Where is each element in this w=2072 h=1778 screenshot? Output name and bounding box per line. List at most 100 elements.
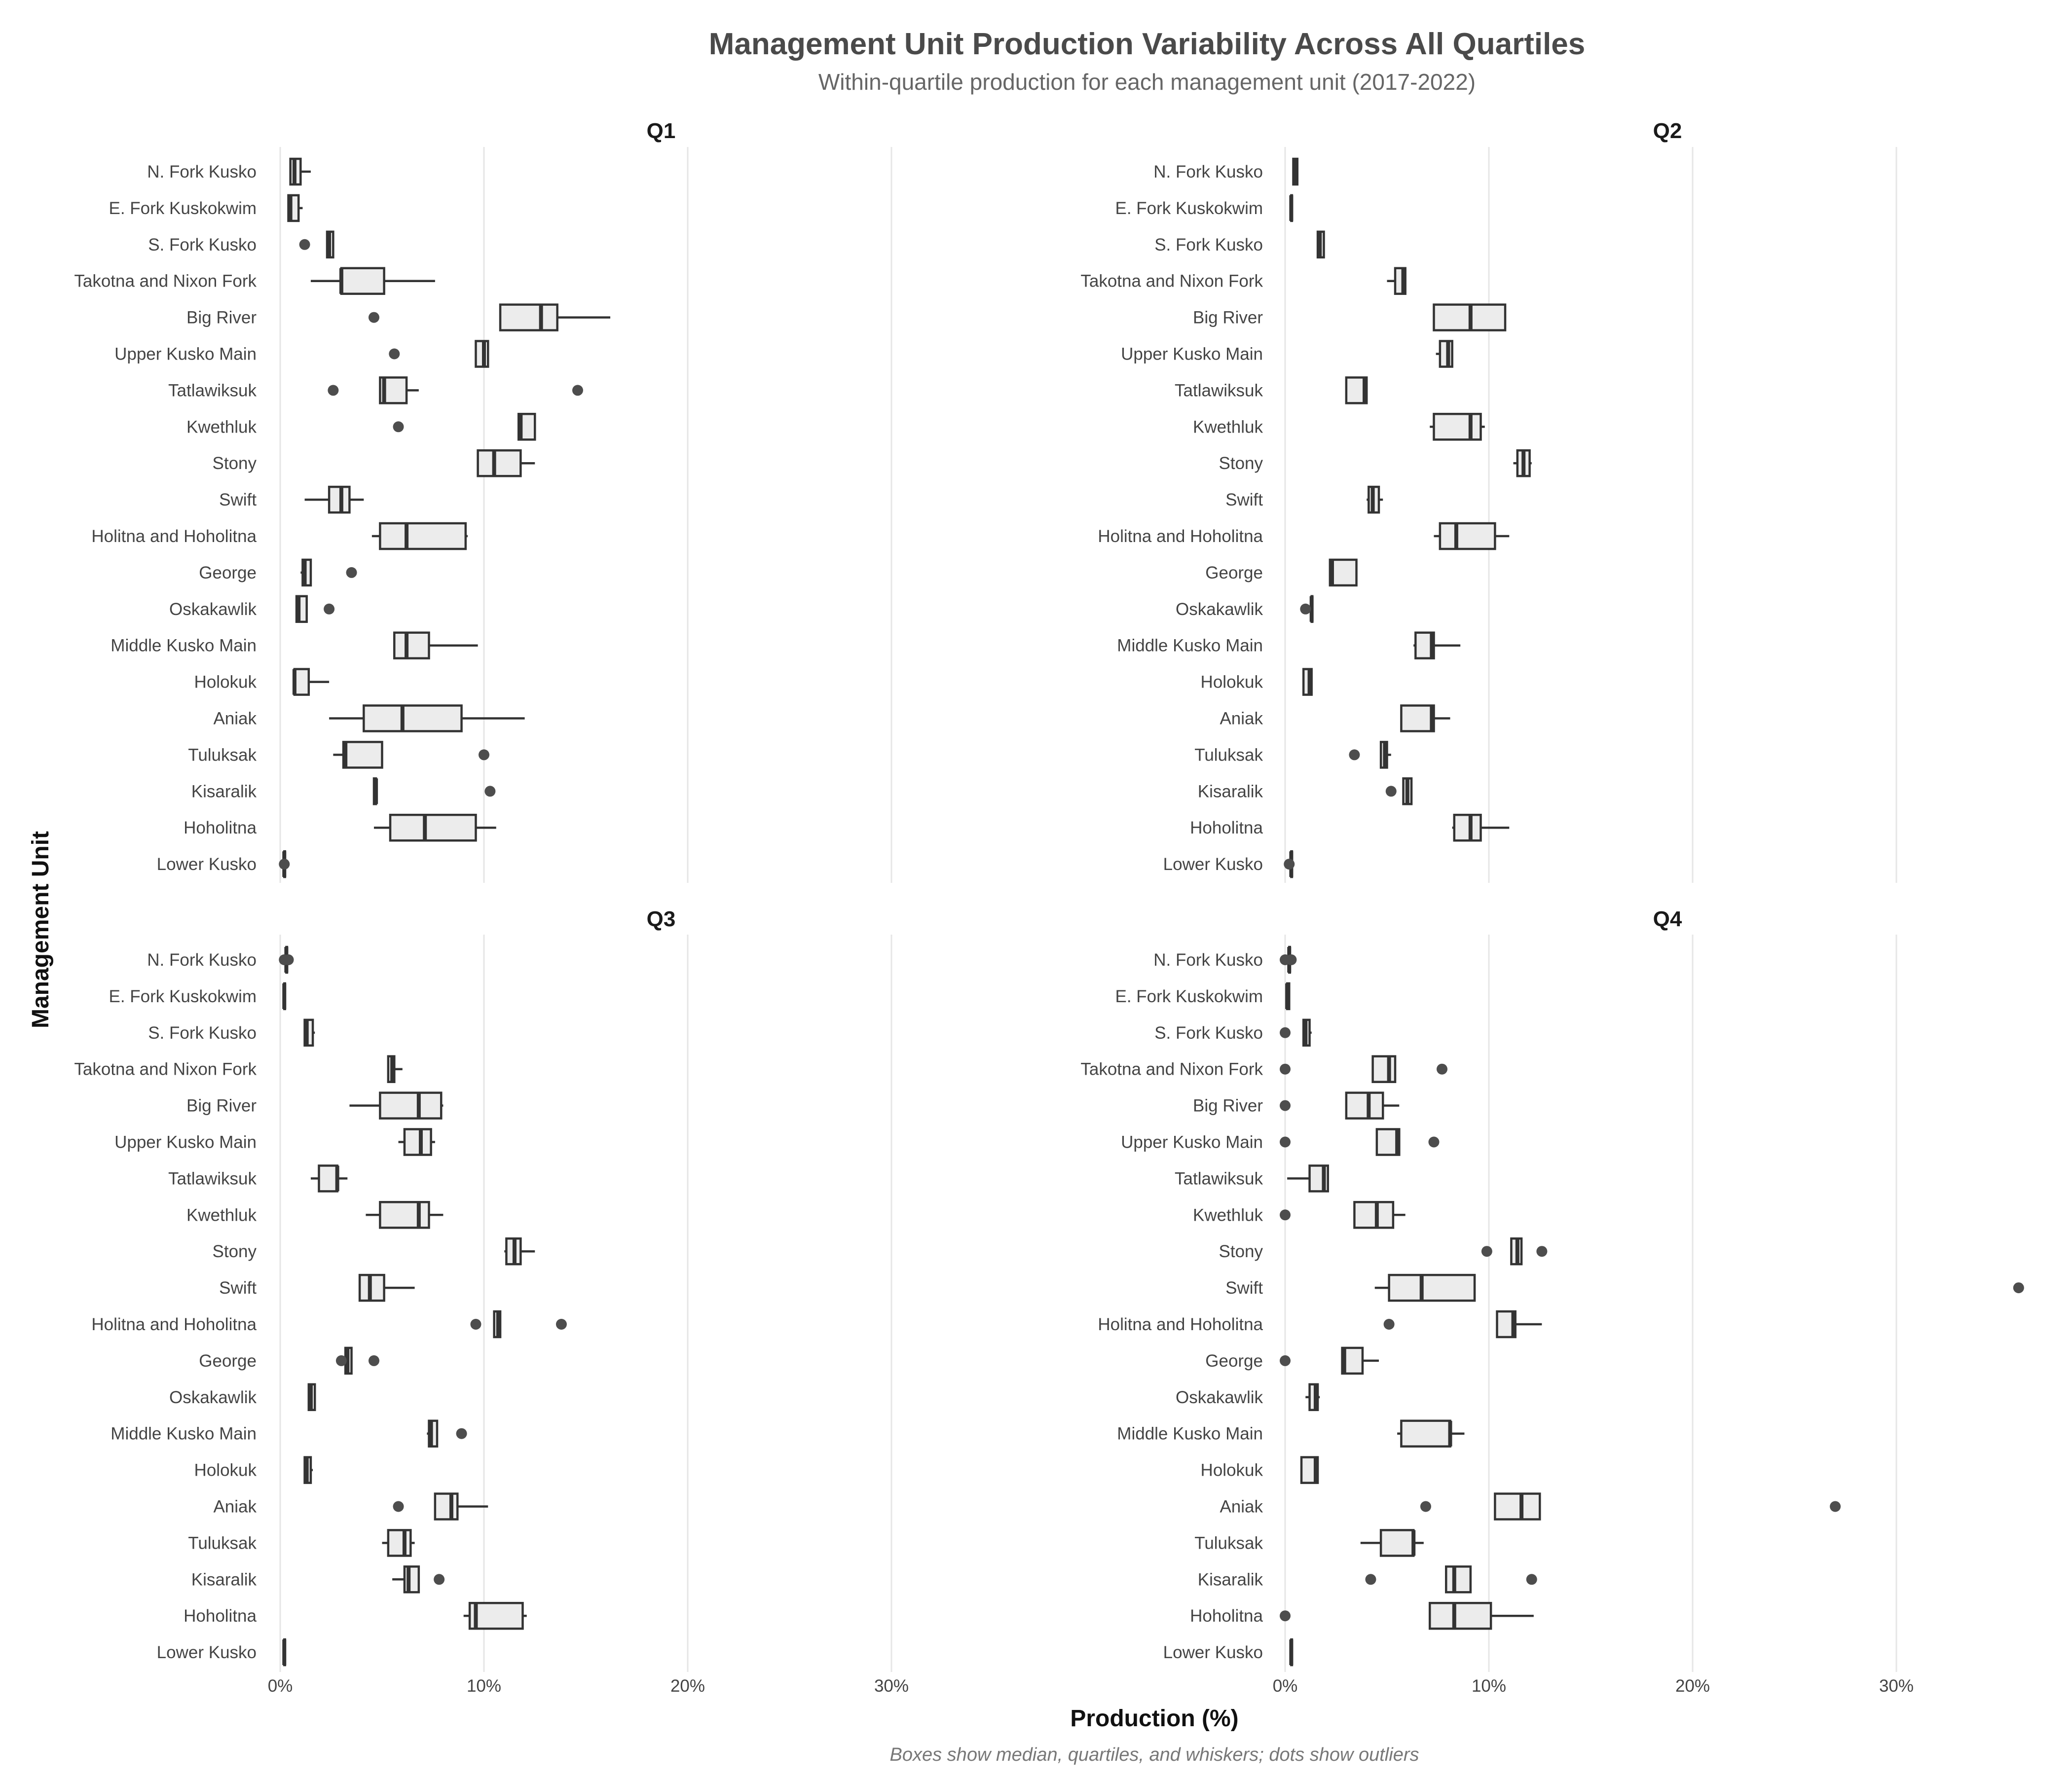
boxplot-q3 <box>303 1456 313 1484</box>
x-tick-label: 20% <box>1675 1676 1710 1696</box>
panel-title: Q1 <box>647 119 676 143</box>
boxplot-q4 <box>1305 1383 1320 1412</box>
boxplot-q4 <box>1365 1565 1537 1594</box>
boxplot-q2 <box>1289 194 1294 222</box>
category-label: N. Fork Kusko <box>147 162 257 181</box>
outlier-point <box>1300 603 1311 615</box>
boxplot-q1 <box>292 668 330 696</box>
boxplot-q4 <box>1287 1164 1329 1193</box>
category-label: Takotna and Nixon Fork <box>74 272 257 291</box>
outlier-point <box>1385 786 1397 797</box>
category-label: Kisaralik <box>1198 1570 1263 1589</box>
category-label: Upper Kusko Main <box>114 345 257 364</box>
outlier-point <box>1280 1136 1291 1148</box>
boxplot-q2 <box>1300 595 1314 623</box>
category-label: George <box>199 1351 257 1371</box>
category-label: Lower Kusko <box>1163 1643 1263 1662</box>
iqr-box <box>475 340 489 368</box>
boxplot-q3 <box>392 1565 445 1594</box>
iqr-box <box>403 1128 432 1156</box>
category-label: Tatlawiksuk <box>1175 381 1263 400</box>
boxplot-q2 <box>1349 741 1391 769</box>
boxplot-q1 <box>299 230 334 259</box>
category-label: Aniak <box>1220 709 1263 728</box>
outlier-point <box>1280 1610 1291 1622</box>
outlier-point <box>368 1355 379 1366</box>
iqr-box <box>1371 1055 1397 1083</box>
iqr-box <box>1400 1419 1451 1448</box>
outlier-point <box>1830 1501 1841 1512</box>
outlier-point <box>1383 1319 1395 1330</box>
x-axis-title: Production (%) <box>1070 1705 1238 1732</box>
iqr-box <box>1345 1091 1384 1120</box>
boxplot-q4 <box>1420 1492 1841 1521</box>
panel-q1: Q1 N. Fork Kusko E. Fork Kuskokwim S. Fork … <box>74 119 892 883</box>
category-label: Big River <box>186 308 257 327</box>
boxplot-q1 <box>477 449 535 477</box>
outlier-point <box>283 954 294 965</box>
boxplot-q1 <box>372 777 496 805</box>
x-tick-label: 20% <box>670 1676 705 1696</box>
outlier-point <box>324 603 335 615</box>
outlier-point <box>1481 1246 1492 1257</box>
outlier-point <box>1286 954 1297 965</box>
boxplot-q3 <box>382 1529 415 1557</box>
category-label: Takotna and Nixon Fork <box>1080 272 1263 291</box>
outlier-point <box>1536 1246 1548 1257</box>
category-label: Big River <box>1193 308 1263 327</box>
iqr-box <box>318 1164 338 1193</box>
category-label: Oskakawlik <box>1176 1388 1263 1407</box>
category-label: Aniak <box>213 1497 257 1517</box>
boxplot-q2 <box>1513 449 1532 477</box>
outlier-point <box>2013 1282 2024 1294</box>
panels-group: Q1 N. Fork Kusko E. Fork Kuskokwim S. Fork … <box>74 119 2024 1696</box>
outlier-point <box>1280 1209 1291 1221</box>
category-label: Stony <box>213 454 257 473</box>
category-label: Middle Kusko Main <box>111 1424 257 1444</box>
boxplot-q1 <box>368 303 611 331</box>
iqr-box <box>379 522 467 550</box>
outlier-point <box>1365 1574 1376 1585</box>
boxplot-q3 <box>279 945 294 974</box>
category-label: Tatlawiksuk <box>168 1169 257 1188</box>
category-label: Kisaralik <box>1198 782 1263 801</box>
boxplot-q4 <box>1280 1346 1379 1375</box>
x-tick-label: 30% <box>1879 1676 1914 1696</box>
boxplot-q4 <box>1397 1419 1465 1448</box>
category-label: Aniak <box>1220 1497 1263 1517</box>
category-label: Holokuk <box>194 673 257 692</box>
boxplot-q1 <box>373 813 496 842</box>
category-label: Lower Kusko <box>157 1643 257 1662</box>
category-label: Holitna and Hoholitna <box>91 527 257 546</box>
outlier-point <box>1428 1136 1440 1148</box>
category-label: Swift <box>1225 1278 1263 1298</box>
iqr-box <box>499 303 558 331</box>
category-label: Kisaralik <box>191 782 257 801</box>
boxplot-q4 <box>1285 982 1291 1011</box>
category-label: George <box>1205 563 1263 582</box>
outlier-point <box>434 1574 445 1585</box>
category-label: Stony <box>1219 1242 1263 1261</box>
category-label: Middle Kusko Main <box>111 636 257 655</box>
boxplot-q4 <box>1374 1273 2024 1302</box>
boxplot-q2 <box>1400 704 1450 732</box>
boxplot-q3 <box>393 1492 488 1521</box>
x-tick-label: 10% <box>467 1676 501 1696</box>
category-label: S. Fork Kusko <box>148 235 257 254</box>
boxplot-q1 <box>329 704 525 732</box>
category-label: S. Fork Kusko <box>1154 1023 1263 1043</box>
boxplot-q2 <box>1452 813 1510 842</box>
category-label: Big River <box>186 1096 257 1116</box>
boxplot-q1 <box>393 631 478 659</box>
boxplot-q3 <box>307 1383 316 1412</box>
chart-caption: Boxes show median, quartiles, and whiske… <box>890 1744 1419 1765</box>
boxplot-q1 <box>333 741 489 769</box>
iqr-box <box>1400 704 1435 732</box>
outlier-point <box>1280 1355 1291 1366</box>
boxplot-q3 <box>463 1601 527 1630</box>
category-label: Swift <box>219 1278 257 1298</box>
x-tick-label: 0% <box>268 1676 293 1696</box>
boxplot-q1 <box>287 194 303 222</box>
boxplot-q3 <box>349 1091 444 1120</box>
